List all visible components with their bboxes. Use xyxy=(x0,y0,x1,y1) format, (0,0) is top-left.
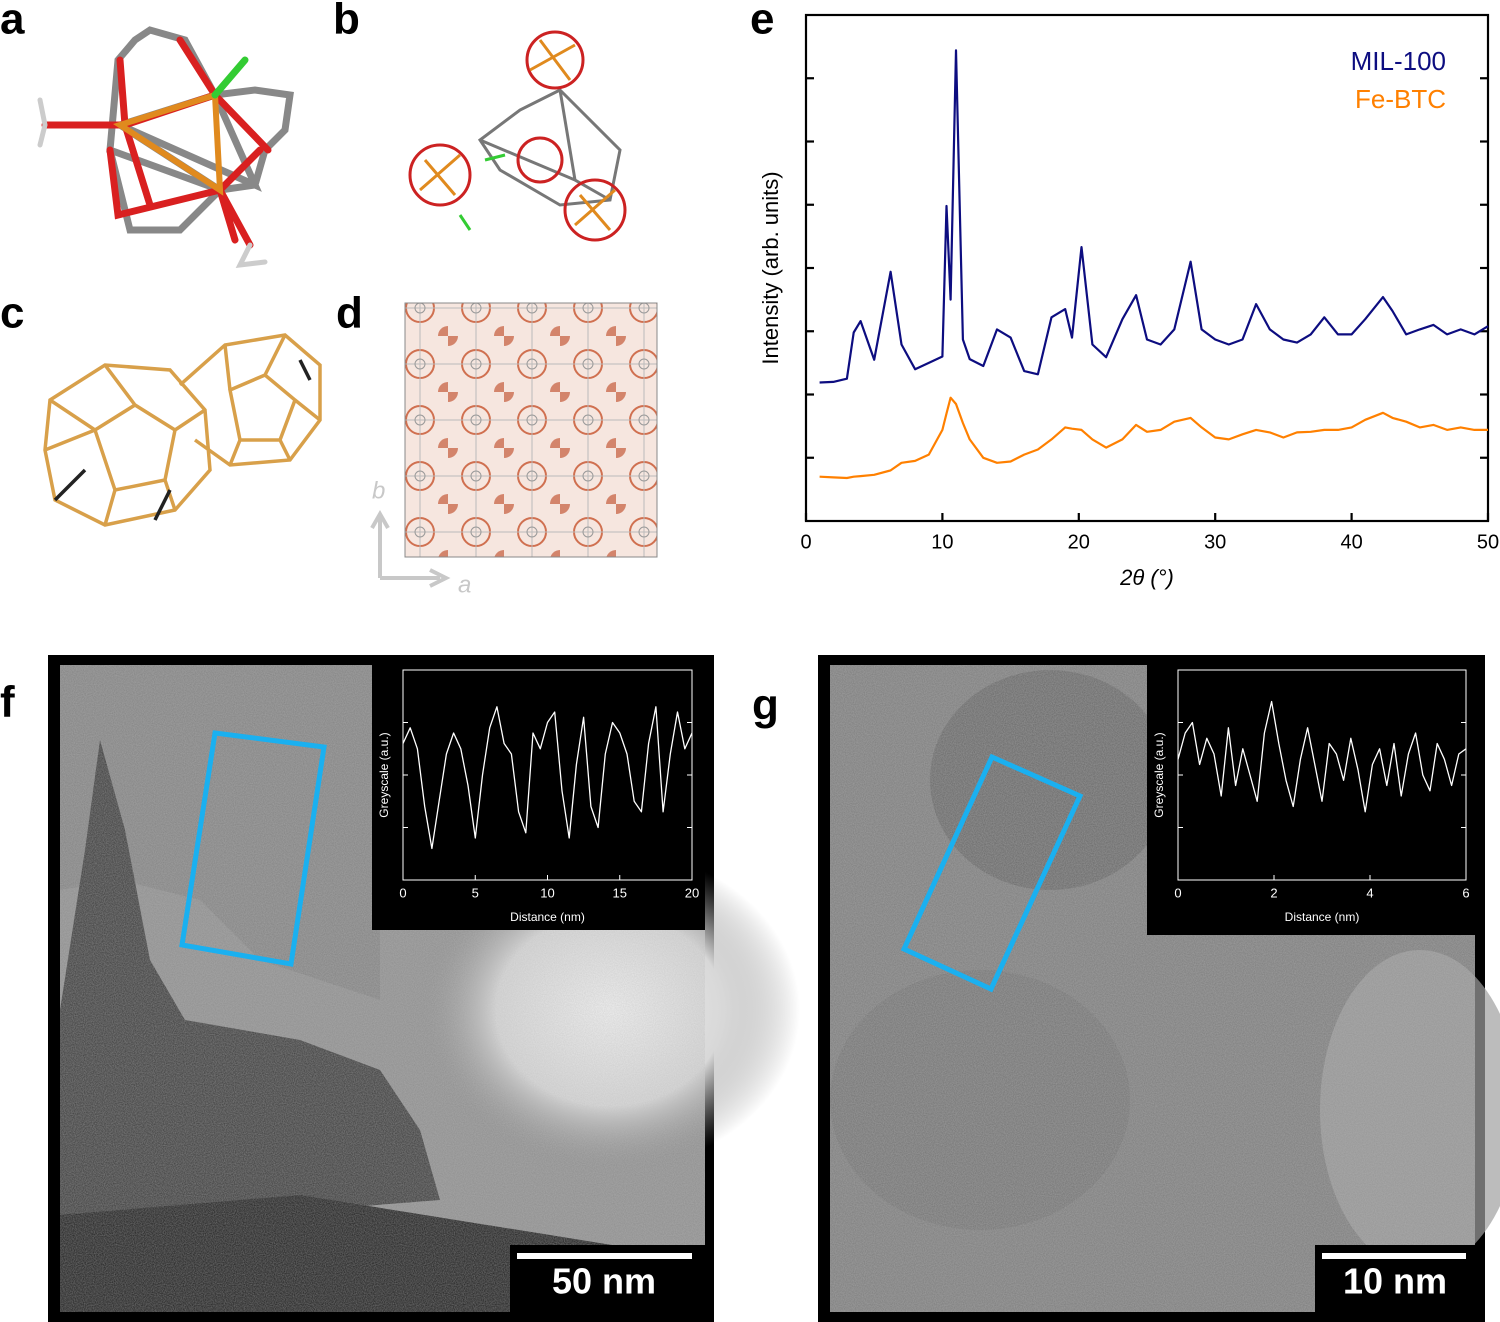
panel-label: c xyxy=(0,289,24,338)
legend-entry: Fe-BTC xyxy=(1355,84,1446,114)
cage-c xyxy=(43,333,322,527)
y-axis-label: Greyscale (a.u.) xyxy=(377,732,391,817)
tem-image-f xyxy=(48,655,800,1322)
scale-bar-label: 50 nm xyxy=(552,1261,656,1302)
panel-label: g xyxy=(752,681,779,730)
data-line xyxy=(819,49,1489,384)
panel-label: d xyxy=(336,289,363,338)
scale-bar-label: 10 nm xyxy=(1343,1261,1447,1302)
legend-entry: MIL-100 xyxy=(1351,46,1446,76)
x-tick-label: 5 xyxy=(472,886,479,901)
x-tick-label: 10 xyxy=(540,886,554,901)
tem-image-g xyxy=(818,655,1500,1322)
y-axis-label: Greyscale (a.u.) xyxy=(1152,732,1166,817)
x-tick-label: 40 xyxy=(1340,531,1362,553)
x-tick-label: 20 xyxy=(685,886,699,901)
x-tick-label: 0 xyxy=(800,531,811,553)
x-tick-label: 0 xyxy=(399,886,406,901)
x-tick-label: 30 xyxy=(1204,531,1226,553)
x-axis-label: Distance (nm) xyxy=(510,910,585,924)
lattice-d xyxy=(370,302,658,588)
x-tick-label: 10 xyxy=(931,531,953,553)
molecule-a xyxy=(37,26,294,269)
molecule-b xyxy=(408,30,627,242)
panel-label: b xyxy=(333,0,360,44)
panel-label: a xyxy=(0,0,25,44)
x-tick-label: 2 xyxy=(1270,886,1277,901)
x-tick-label: 20 xyxy=(1068,531,1090,553)
panel-label: f xyxy=(0,678,15,727)
x-axis-label: 2θ (°) xyxy=(1119,565,1174,590)
x-axis-label: Distance (nm) xyxy=(1285,910,1360,924)
panel-label: e xyxy=(750,0,774,44)
x-tick-label: 15 xyxy=(613,886,627,901)
x-tick-label: 0 xyxy=(1174,886,1181,901)
x-tick-label: 4 xyxy=(1366,886,1373,901)
data-line xyxy=(1177,700,1467,813)
data-line xyxy=(819,396,1488,480)
x-tick-label: 50 xyxy=(1477,531,1499,553)
y-axis-label: Intensity (arb. units) xyxy=(758,171,783,364)
x-tick-label: 6 xyxy=(1462,886,1469,901)
lattice-axis-label: b xyxy=(372,477,385,504)
lattice-axis-label: a xyxy=(458,571,471,598)
data-line xyxy=(402,706,693,850)
